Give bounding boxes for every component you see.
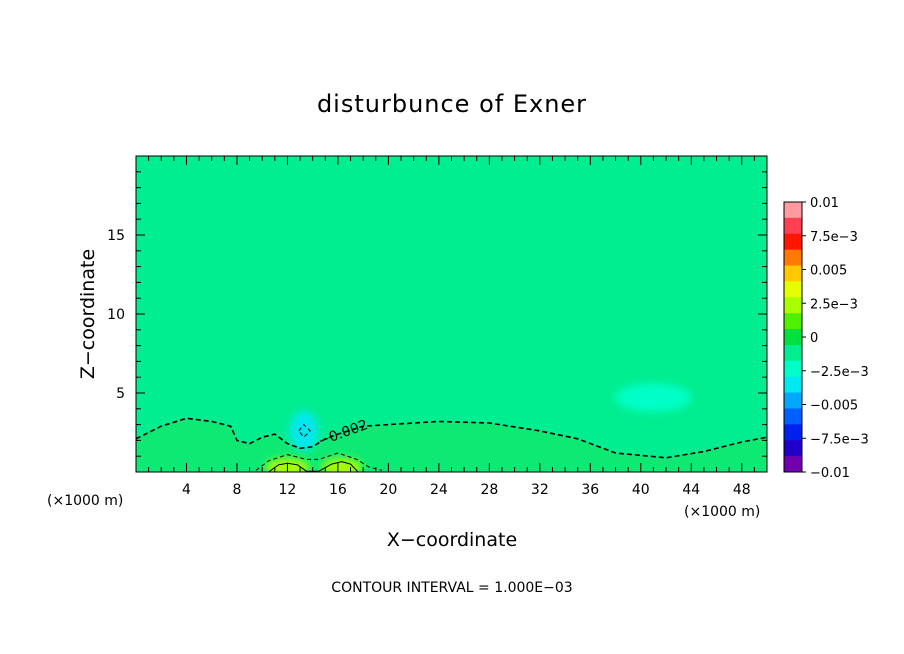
colorbar-swatch bbox=[784, 249, 802, 267]
contour-line-4 bbox=[298, 423, 311, 438]
colorbar-swatch bbox=[784, 265, 802, 282]
y-tick-label: 10 bbox=[107, 307, 125, 323]
x-tick-label: 28 bbox=[480, 482, 498, 498]
y-tick-label: 5 bbox=[116, 386, 125, 402]
anomaly-2 bbox=[615, 383, 692, 412]
colorbar-tick-label: 0.01 bbox=[810, 196, 839, 211]
colorbar-swatch bbox=[784, 360, 802, 378]
colorbar-tick-label: −0.005 bbox=[810, 399, 858, 414]
contour-line-1 bbox=[136, 417, 767, 459]
colorbar-swatch bbox=[784, 281, 802, 298]
chart-title: disturbunce of Exner bbox=[317, 90, 587, 118]
x-axis: 4 8 12 16 20 24 28 32 36 40 44 48 bbox=[148, 156, 755, 498]
x-unit-right: (×1000 m) bbox=[684, 504, 760, 520]
x-tick-label: 12 bbox=[279, 482, 297, 498]
colorbar-tick-label: −7.5e−3 bbox=[810, 432, 869, 447]
x-tick-label: 20 bbox=[379, 482, 397, 498]
colorbar-swatch bbox=[784, 202, 802, 219]
x-tick-label: 48 bbox=[733, 482, 751, 498]
colorbar-tick-label: 7.5e−3 bbox=[810, 230, 858, 245]
lower-green-region bbox=[136, 418, 767, 472]
colorbar-tick-label: −2.5e−3 bbox=[810, 365, 869, 380]
anomaly-1 bbox=[289, 410, 318, 451]
colorbar-swatch bbox=[784, 440, 802, 457]
x-tick-label: 44 bbox=[682, 482, 700, 498]
colorbar-swatch bbox=[784, 424, 802, 441]
x-tick-label: 36 bbox=[581, 482, 599, 498]
x-tick-label: 40 bbox=[632, 482, 650, 498]
y-axis: 5 10 15 bbox=[107, 171, 767, 457]
colorbar-tick-label: 0 bbox=[810, 331, 818, 346]
y-axis-label: Z−coordinate bbox=[77, 249, 99, 379]
colorbar-swatch bbox=[784, 408, 802, 425]
colorbar-tick-label: 2.5e−3 bbox=[810, 297, 858, 312]
field-background bbox=[136, 156, 767, 472]
colorbar-tick-label: −0.01 bbox=[810, 466, 850, 481]
colorbar-swatch bbox=[784, 392, 802, 409]
colorbar-swatch bbox=[784, 217, 802, 235]
plot-area bbox=[136, 156, 767, 472]
anomaly-4 bbox=[321, 458, 362, 472]
x-axis-label: X−coordinate bbox=[387, 529, 517, 551]
x-tick-label: 16 bbox=[329, 482, 347, 498]
colorbar-swatch bbox=[784, 329, 802, 346]
colorbar-swatch bbox=[784, 456, 802, 473]
colorbar-swatch bbox=[784, 313, 802, 330]
x-tick-label: 4 bbox=[182, 482, 191, 498]
x-tick-label: 32 bbox=[531, 482, 549, 498]
x-tick-label: 24 bbox=[430, 482, 448, 498]
colorbar-tick-label: 0.005 bbox=[810, 264, 847, 279]
x-tick-label: 8 bbox=[232, 482, 241, 498]
x-unit-left: (×1000 m) bbox=[47, 493, 123, 509]
contour-interval-note: CONTOUR INTERVAL = 1.000E−03 bbox=[331, 580, 572, 596]
contour-line-2 bbox=[255, 452, 383, 471]
colorbar: 0.01 7.5e−3 0.005 2.5e−3 0 −2.5e−3 −0.005 −7.5e… bbox=[783, 196, 869, 481]
colorbar-swatch bbox=[784, 344, 802, 362]
colorbar-swatch bbox=[784, 233, 802, 251]
colorbar-swatch bbox=[784, 297, 802, 314]
colorbar-swatch bbox=[784, 376, 802, 394]
y-tick-label: 15 bbox=[107, 228, 125, 244]
